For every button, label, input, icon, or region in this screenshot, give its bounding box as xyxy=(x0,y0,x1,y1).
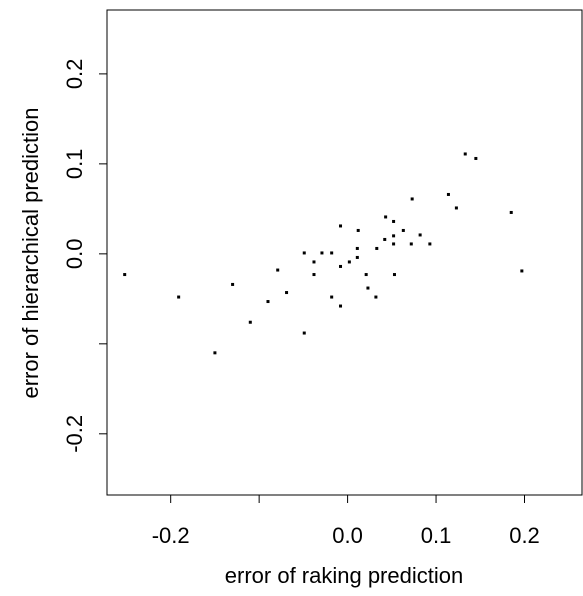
point xyxy=(248,320,252,324)
x-axis-label: error of raking prediction xyxy=(225,563,463,588)
point xyxy=(392,273,396,277)
x-tick-label: 0.2 xyxy=(509,523,540,548)
y-tick-label: -0.2 xyxy=(62,415,87,453)
point xyxy=(392,242,396,246)
point xyxy=(123,273,127,277)
point xyxy=(177,295,181,299)
plot-box xyxy=(106,9,583,496)
point xyxy=(355,255,359,259)
point xyxy=(454,206,458,210)
point xyxy=(320,251,324,255)
point xyxy=(285,291,289,295)
point xyxy=(302,251,306,255)
point xyxy=(384,215,388,219)
y-tick-label: 0.1 xyxy=(62,149,87,180)
point xyxy=(366,286,370,290)
point xyxy=(418,233,422,237)
point xyxy=(446,192,450,196)
point xyxy=(520,269,524,273)
point xyxy=(509,210,513,214)
point xyxy=(463,152,467,156)
point xyxy=(339,304,343,308)
point xyxy=(302,331,306,335)
point xyxy=(355,246,359,250)
y-tick-label: 0.0 xyxy=(62,239,87,270)
point xyxy=(339,264,343,268)
point xyxy=(312,260,316,264)
point xyxy=(392,234,396,238)
x-tick-label: -0.2 xyxy=(152,523,190,548)
point xyxy=(312,273,316,277)
x-tick-label: 0.0 xyxy=(332,523,363,548)
point xyxy=(401,228,405,232)
point xyxy=(383,237,387,241)
point xyxy=(374,295,378,299)
point xyxy=(474,156,478,160)
point xyxy=(330,295,334,299)
point xyxy=(213,351,217,355)
point xyxy=(392,219,396,223)
point xyxy=(375,246,379,250)
point xyxy=(330,251,334,255)
point xyxy=(266,300,270,304)
point xyxy=(347,260,351,264)
y-tick-label: 0.2 xyxy=(62,59,87,90)
point xyxy=(231,282,235,286)
point xyxy=(409,242,413,246)
point xyxy=(364,273,368,277)
point xyxy=(428,242,432,246)
point xyxy=(410,197,414,201)
point xyxy=(276,268,280,272)
point xyxy=(339,224,343,228)
point xyxy=(356,228,360,232)
x-tick-label: 0.1 xyxy=(421,523,452,548)
y-axis-label: error of hierarchical prediction xyxy=(18,107,43,398)
